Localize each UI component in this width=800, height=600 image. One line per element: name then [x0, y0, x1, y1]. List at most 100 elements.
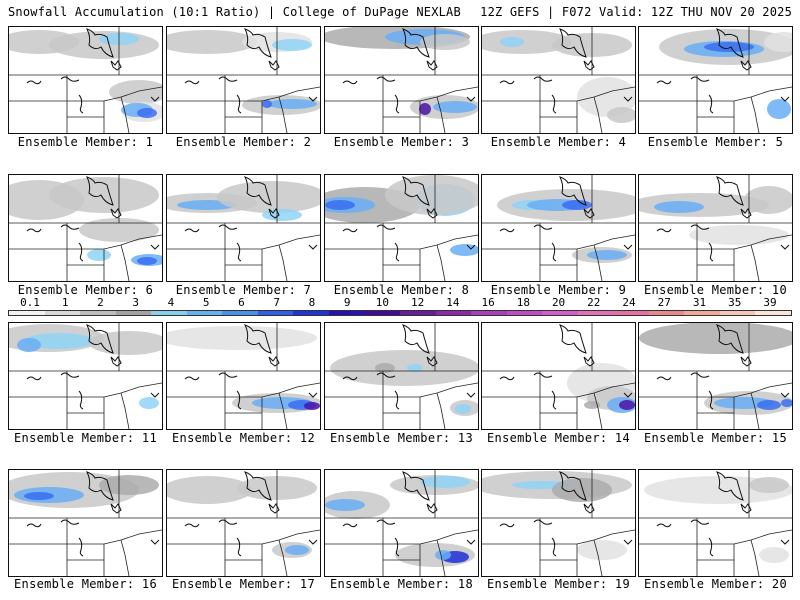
snow-field — [689, 225, 789, 245]
ensemble-panel-19 — [481, 469, 636, 577]
ensemble-member-label: Ensemble Member: 5 — [647, 135, 784, 149]
ensemble-map — [639, 470, 792, 576]
ensemble-member-label: Ensemble Member: 2 — [175, 135, 312, 149]
map-title: Snowfall Accumulation (10:1 Ratio) | Col… — [8, 5, 461, 19]
state-boundaries — [482, 470, 635, 576]
coastlines-and-lakes — [184, 176, 318, 262]
ensemble-member-label: Ensemble Member: 4 — [490, 135, 627, 149]
ensemble-member-label: Ensemble Member: 9 — [490, 283, 627, 297]
ensemble-member-label: Ensemble Member: 10 — [644, 283, 787, 297]
ensemble-map — [482, 323, 635, 429]
scale-tick-label: 12 — [410, 296, 425, 309]
ensemble-panel-20 — [638, 469, 793, 577]
state-boundaries — [639, 27, 792, 133]
snow-field — [654, 201, 704, 213]
scale-swatch — [186, 311, 223, 315]
scale-tick-label: 9 — [343, 296, 351, 309]
scale-swatch — [257, 311, 294, 315]
scale-tick-label: 4 — [167, 296, 175, 309]
snowfall-color-scale — [8, 310, 792, 316]
snow-field — [587, 250, 627, 260]
scale-tick-label: 2 — [97, 296, 104, 309]
scale-swatch — [577, 311, 614, 315]
scale-swatch — [328, 311, 365, 315]
snow-field — [325, 499, 365, 511]
coastlines-and-lakes — [26, 471, 160, 557]
snow-field — [407, 364, 423, 372]
scale-swatch — [222, 311, 258, 315]
snow-field — [99, 475, 159, 495]
snow-field — [767, 99, 791, 119]
state-boundaries — [167, 27, 320, 133]
scale-tick-label: 16 — [481, 296, 495, 309]
state-boundaries — [482, 175, 635, 281]
ensemble-map — [325, 470, 478, 576]
scale-tick-label: 14 — [446, 296, 460, 309]
ensemble-member-label: Ensemble Member: 12 — [172, 431, 315, 445]
ensemble-panel-1 — [8, 26, 163, 134]
scale-tick-label: 10 — [375, 296, 389, 309]
ensemble-member-label: Ensemble Member: 13 — [330, 431, 473, 445]
ensemble-member-label: Ensemble Member: 6 — [17, 283, 154, 297]
snow-field — [139, 397, 159, 409]
ensemble-member-label: Ensemble Member: 3 — [333, 135, 470, 149]
scale-swatch — [115, 311, 152, 315]
ensemble-member-label: Ensemble Member: 17 — [172, 577, 315, 591]
ensemble-map — [325, 175, 478, 281]
coastlines-and-lakes — [184, 28, 318, 114]
coastlines-and-lakes — [342, 471, 476, 557]
coastlines-and-lakes — [656, 28, 790, 114]
ensemble-panel-9 — [481, 174, 636, 282]
scale-swatch — [506, 311, 543, 315]
snow-field — [420, 476, 470, 488]
scale-swatch — [755, 311, 792, 315]
ensemble-panel-6 — [8, 174, 163, 282]
snow-field — [482, 30, 572, 54]
ensemble-map — [9, 27, 162, 133]
scale-tick-label: 35 — [728, 296, 742, 309]
scale-swatch — [151, 311, 187, 315]
snow-field — [325, 200, 355, 210]
snow-field — [562, 200, 592, 210]
state-boundaries — [325, 323, 478, 429]
state-boundaries — [167, 175, 320, 281]
ensemble-panel-3 — [324, 26, 479, 134]
state-boundaries — [9, 470, 162, 576]
snow-field — [89, 331, 162, 355]
snow-field — [167, 30, 257, 54]
coastlines-and-lakes — [26, 28, 160, 114]
snow-field — [419, 103, 431, 115]
coastlines-and-lakes — [342, 176, 476, 262]
snow-field — [639, 323, 792, 354]
snow-field — [385, 175, 478, 215]
scale-tick-label: 6 — [238, 296, 245, 309]
scale-swatch — [293, 311, 329, 315]
snow-field — [262, 100, 272, 108]
ensemble-panel-7 — [166, 174, 321, 282]
scale-tick-label: 8 — [308, 296, 316, 309]
snow-field — [749, 477, 789, 493]
ensemble-map — [167, 470, 320, 576]
ensemble-panel-4 — [481, 26, 636, 134]
snow-field — [167, 476, 252, 504]
ensemble-panel-18 — [324, 469, 479, 577]
scale-tick-label: 1 — [61, 296, 69, 309]
ensemble-panel-11 — [8, 322, 163, 430]
snow-field — [375, 363, 395, 373]
scale-tick-label: 31 — [692, 296, 707, 309]
ensemble-panel-5 — [638, 26, 793, 134]
ensemble-panel-15 — [638, 322, 793, 430]
ensemble-member-label: Ensemble Member: 14 — [487, 431, 630, 445]
scale-swatch — [613, 311, 649, 315]
ensemble-map — [9, 323, 162, 429]
ensemble-map — [639, 323, 792, 429]
coastlines-and-lakes — [184, 471, 318, 557]
snow-field — [607, 107, 635, 123]
coastlines-and-lakes — [26, 324, 160, 410]
scale-swatch — [400, 311, 436, 315]
snow-field — [285, 545, 309, 555]
snowfall-scale-labels: 0.1 1 2 3 4 5 6 7 8 9 10 12 14 16 18 20 22 24 27 31 35 39 — [8, 296, 792, 310]
snow-field — [450, 244, 478, 256]
scale-swatch — [719, 311, 756, 315]
coastlines-and-lakes — [656, 324, 790, 410]
